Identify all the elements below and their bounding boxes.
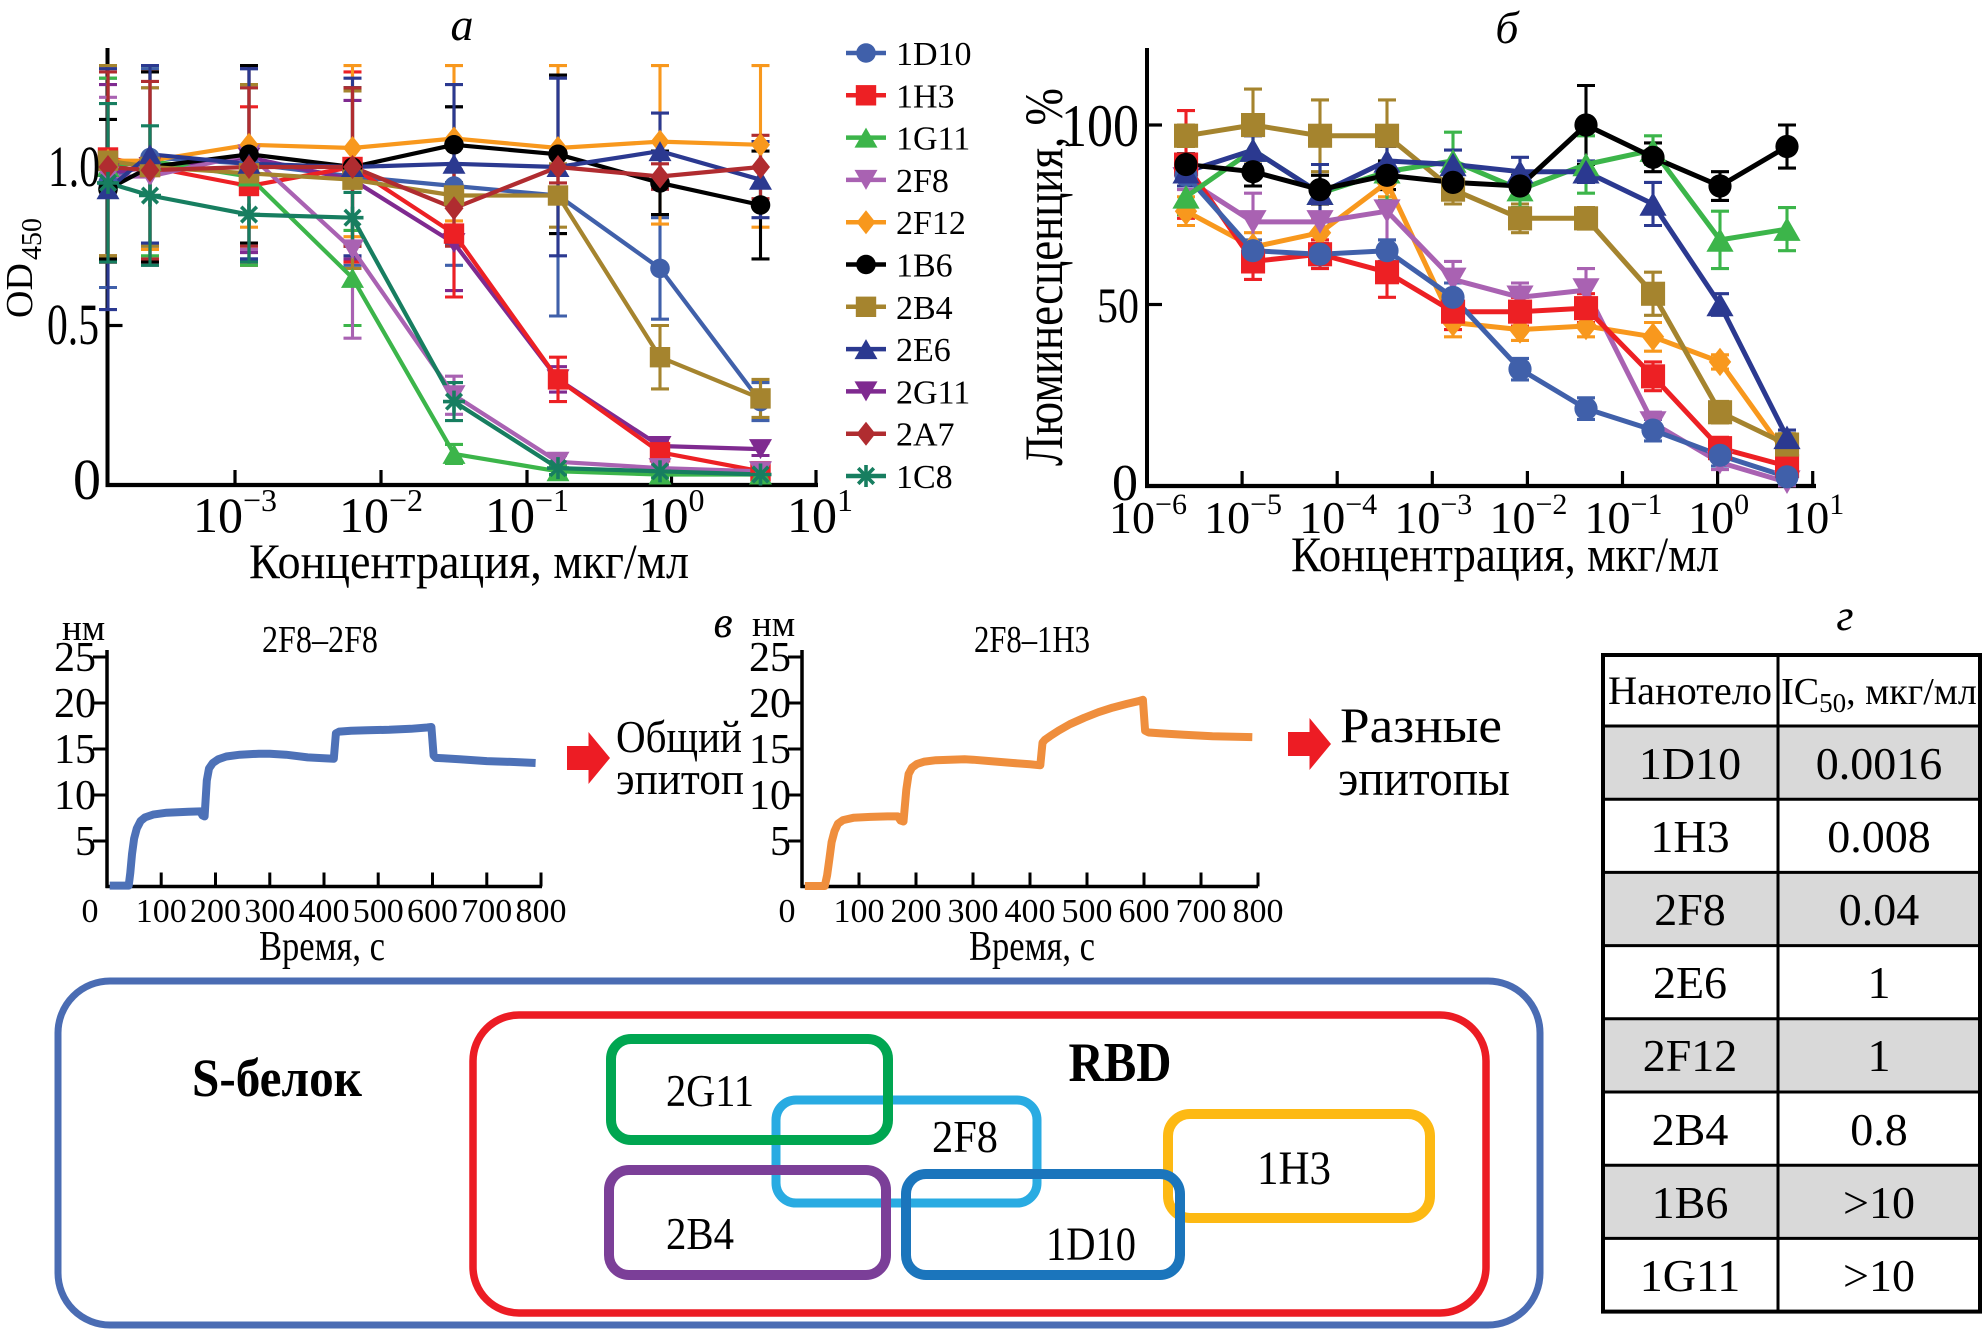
svg-text:20: 20 — [54, 681, 96, 727]
svg-text:700: 700 — [461, 893, 512, 930]
svg-text:0: 0 — [73, 447, 101, 512]
svg-text:2F8: 2F8 — [1654, 884, 1726, 935]
svg-text:>10: >10 — [1843, 1177, 1915, 1228]
svg-text:1D10: 1D10 — [1639, 738, 1741, 789]
svg-text:0.008: 0.008 — [1827, 811, 1931, 862]
svg-text:2A7: 2A7 — [896, 417, 955, 454]
svg-text:1: 1 — [1868, 1030, 1891, 1081]
svg-text:0.04: 0.04 — [1839, 884, 1920, 935]
svg-text:0: 0 — [82, 893, 99, 930]
svg-text:800: 800 — [516, 893, 567, 930]
svg-text:1G11: 1G11 — [896, 121, 970, 158]
svg-text:IC50, мкг/мл: IC50, мкг/мл — [1781, 671, 1977, 718]
svg-text:50: 50 — [1097, 277, 1139, 333]
svg-text:600: 600 — [1119, 893, 1170, 930]
svg-text:15: 15 — [749, 727, 791, 773]
svg-text:0.0016: 0.0016 — [1816, 738, 1943, 789]
svg-text:300: 300 — [244, 893, 295, 930]
svg-text:Общий: Общий — [616, 711, 742, 762]
svg-text:>10: >10 — [1843, 1250, 1915, 1301]
svg-text:1H3: 1H3 — [1257, 1142, 1331, 1195]
svg-text:500: 500 — [353, 893, 404, 930]
svg-text:1G11: 1G11 — [1640, 1250, 1741, 1301]
svg-text:20: 20 — [749, 681, 791, 727]
svg-text:0: 0 — [779, 893, 796, 930]
svg-text:5: 5 — [770, 819, 791, 865]
svg-text:2F12: 2F12 — [896, 205, 966, 242]
svg-text:400: 400 — [1005, 893, 1056, 930]
svg-text:300: 300 — [948, 893, 999, 930]
svg-text:RBD: RBD — [1069, 1032, 1172, 1094]
svg-text:2G11: 2G11 — [666, 1066, 754, 1116]
svg-text:2G11: 2G11 — [896, 374, 970, 411]
svg-text:1B6: 1B6 — [1652, 1177, 1729, 1228]
svg-text:1: 1 — [1868, 957, 1891, 1008]
svg-text:Концентрация, мкг/мл: Концентрация, мкг/мл — [1291, 526, 1719, 582]
svg-text:1.0: 1.0 — [48, 134, 100, 199]
svg-text:1H3: 1H3 — [1650, 811, 1729, 862]
svg-text:0.8: 0.8 — [1850, 1104, 1908, 1155]
svg-text:2B4: 2B4 — [896, 290, 953, 327]
svg-text:0.5: 0.5 — [47, 292, 99, 357]
svg-text:2F8: 2F8 — [896, 163, 949, 200]
svg-text:г: г — [1836, 591, 1853, 640]
svg-text:Нанотело: Нанотело — [1608, 668, 1772, 713]
svg-text:2F8: 2F8 — [932, 1111, 998, 1162]
svg-text:эпитопы: эпитопы — [1338, 750, 1510, 806]
svg-text:S-белок: S-белок — [192, 1048, 363, 1108]
svg-text:400: 400 — [299, 893, 350, 930]
svg-text:1B6: 1B6 — [896, 248, 953, 285]
svg-text:5: 5 — [75, 819, 96, 865]
svg-text:2E6: 2E6 — [1653, 957, 1727, 1008]
svg-text:700: 700 — [1176, 893, 1227, 930]
svg-text:Люминесценция, %: Люминесценция, % — [1014, 88, 1074, 466]
svg-text:1D10: 1D10 — [896, 36, 972, 73]
svg-text:2F8–2F8: 2F8–2F8 — [262, 619, 378, 661]
svg-text:1D10: 1D10 — [1046, 1218, 1136, 1271]
svg-text:Время, с: Время, с — [259, 924, 385, 970]
svg-text:Концентрация, мкг/мл: Концентрация, мкг/мл — [249, 533, 689, 589]
svg-text:а: а — [451, 0, 474, 50]
svg-text:100: 100 — [136, 893, 187, 930]
svg-text:800: 800 — [1233, 893, 1284, 930]
svg-text:2F8–1H3: 2F8–1H3 — [974, 619, 1090, 661]
svg-text:10: 10 — [54, 773, 96, 819]
svg-text:500: 500 — [1062, 893, 1113, 930]
svg-text:2E6: 2E6 — [896, 332, 951, 369]
svg-text:450: 450 — [17, 218, 48, 260]
svg-text:нм: нм — [62, 608, 105, 649]
svg-text:Время, с: Время, с — [969, 924, 1095, 970]
svg-text:10: 10 — [749, 773, 791, 819]
svg-text:2B4: 2B4 — [1652, 1104, 1729, 1155]
svg-text:в: в — [713, 598, 732, 647]
svg-text:25: 25 — [749, 635, 791, 681]
svg-text:2B4: 2B4 — [666, 1208, 734, 1259]
svg-text:б: б — [1495, 2, 1520, 53]
svg-text:100: 100 — [834, 893, 885, 930]
svg-text:Разные: Разные — [1340, 697, 1502, 753]
svg-text:10−3: 10−3 — [193, 482, 277, 543]
svg-text:эпитоп: эпитоп — [616, 753, 744, 804]
svg-text:200: 200 — [190, 893, 241, 930]
svg-text:600: 600 — [407, 893, 458, 930]
svg-text:15: 15 — [54, 727, 96, 773]
svg-text:нм: нм — [752, 604, 795, 645]
svg-text:200: 200 — [891, 893, 942, 930]
svg-text:25: 25 — [54, 635, 96, 681]
svg-text:OD: OD — [0, 263, 41, 318]
svg-text:0: 0 — [1112, 455, 1138, 512]
svg-text:2F12: 2F12 — [1643, 1030, 1738, 1081]
svg-text:1C8: 1C8 — [896, 459, 953, 496]
svg-text:1H3: 1H3 — [896, 78, 955, 115]
svg-text:100: 100 — [1061, 93, 1139, 159]
